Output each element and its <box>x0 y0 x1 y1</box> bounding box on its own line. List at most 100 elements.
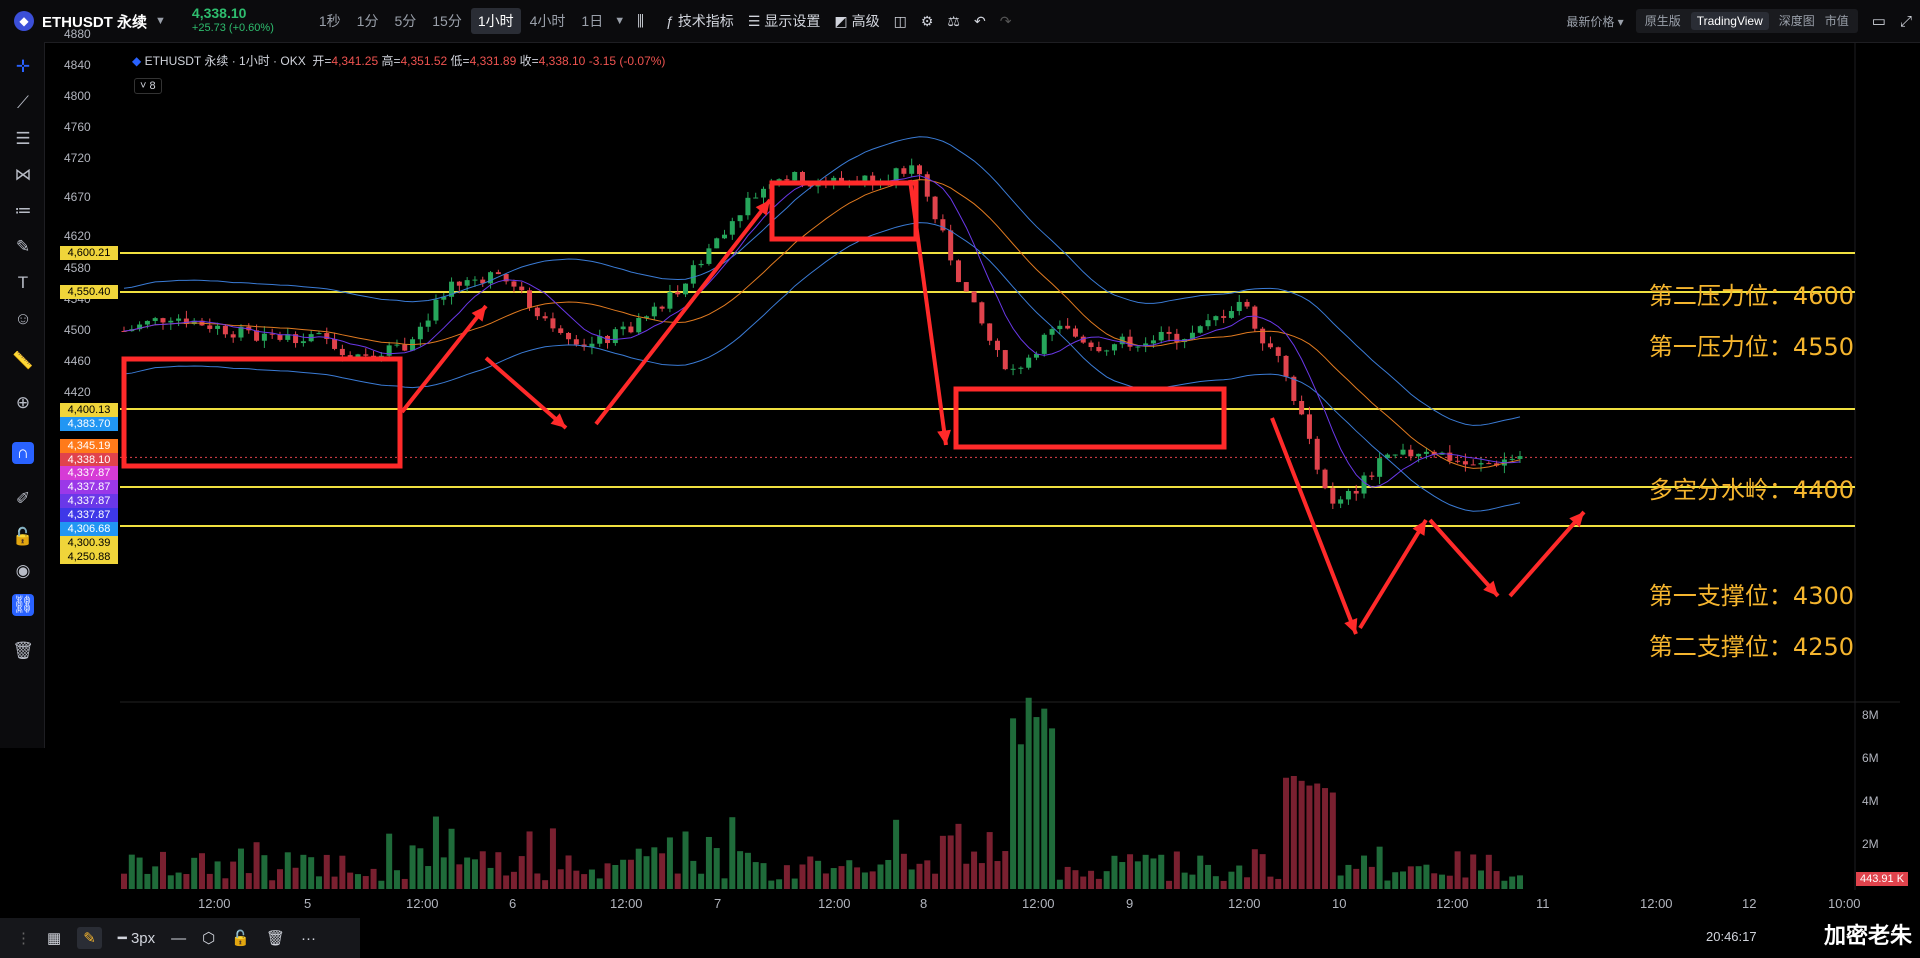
brush-icon[interactable]: ✎ <box>15 237 31 256</box>
horizontal-lines-icon[interactable]: ☰ <box>15 129 31 148</box>
candle-body <box>979 302 985 324</box>
volume-bar <box>1439 874 1446 889</box>
advanced-label: 高级 <box>851 13 880 29</box>
candle-body <box>433 299 439 321</box>
volume-bar <box>674 873 681 889</box>
emoji-icon[interactable]: ☺ <box>14 309 32 328</box>
view-tradingview[interactable]: TradingView <box>1690 12 1769 30</box>
tab-timeframe-1[interactable]: 1分 <box>356 13 379 29</box>
view-native[interactable]: 原生版 <box>1644 14 1681 28</box>
pencil-icon[interactable]: ✎ <box>77 927 102 949</box>
volume-bar <box>791 878 798 889</box>
eye-icon[interactable]: ◉ <box>15 561 31 580</box>
volume-bar <box>643 856 650 889</box>
y-tick-label: 4460 <box>64 354 91 369</box>
volume-bar <box>1166 880 1173 889</box>
ruler-icon[interactable]: 📏 <box>12 351 34 370</box>
x-tick-label: 12:00 <box>1228 896 1261 911</box>
tab-timeframe-5[interactable]: 4小时 <box>529 13 566 29</box>
magnet-icon[interactable]: ∩ <box>12 442 34 464</box>
more-icon[interactable]: ··· <box>301 929 316 947</box>
volume-bar <box>1478 870 1485 889</box>
view-depth[interactable]: 深度图 <box>1778 14 1815 28</box>
volume-bar <box>705 836 712 889</box>
volume-bar <box>456 864 463 889</box>
link-icon[interactable]: ⛓ <box>12 594 34 616</box>
volume-bar <box>144 873 151 889</box>
unlock-icon[interactable]: 🔓 <box>231 930 250 947</box>
watermark: 加密老朱 <box>1823 923 1912 948</box>
object-tree-icon[interactable]: ▦ <box>47 930 62 947</box>
volume-bar <box>284 852 291 889</box>
trash-icon[interactable]: 🗑 <box>12 641 34 660</box>
visibility-icon[interactable]: ⬡ <box>202 930 216 947</box>
tab-timeframe-2[interactable]: 5分 <box>394 13 417 29</box>
volume-bar <box>206 873 213 889</box>
price-tag: 4,338.10 <box>60 453 118 467</box>
candle-body <box>1002 350 1008 370</box>
trendline-icon[interactable]: ⟋ <box>17 93 29 112</box>
candle-body <box>784 179 790 181</box>
candle-body <box>394 344 400 346</box>
volume-bar <box>1111 855 1118 889</box>
price-tag: 4,337.87 <box>60 480 118 494</box>
price-type-select[interactable]: 最新价格 ▾ <box>1566 14 1624 29</box>
volume-bar <box>822 873 829 889</box>
candle-type-icon[interactable]: ⫼ <box>637 12 645 30</box>
candle-body <box>1244 301 1250 307</box>
y-tick-label: 4500 <box>64 323 91 337</box>
tab-timeframe-6[interactable]: 1日 <box>581 13 604 29</box>
candle-body <box>1275 347 1281 356</box>
text-icon[interactable]: T <box>17 273 29 292</box>
expand-icon[interactable]: ⤢ <box>1899 12 1912 30</box>
delete-icon[interactable]: 🗑 <box>265 930 285 947</box>
volume-bar <box>276 869 283 889</box>
fullscreen-icon[interactable]: ▭ <box>1871 13 1886 30</box>
volume-bar <box>932 873 939 889</box>
line-style-icon[interactable]: — <box>171 929 187 947</box>
x-tick-label: 12:00 <box>406 896 439 911</box>
volume-bar <box>752 862 759 889</box>
arrow-head <box>937 429 951 445</box>
candle-body <box>893 168 899 181</box>
undo-icon[interactable]: ↶ <box>973 12 986 29</box>
tab-timeframe-4[interactable]: 1小时 <box>470 8 521 34</box>
advanced-button[interactable]: ◩ 高级 <box>834 13 880 29</box>
indicators-button[interactable]: ƒ 技术指标 <box>666 13 734 29</box>
x-tick-label: 12:00 <box>1640 896 1673 911</box>
drag-handle-icon[interactable]: ⋮ <box>16 930 31 947</box>
symbol-selector[interactable]: ◆ ETHUSDT 永续 ▼ <box>14 11 166 32</box>
redo-icon[interactable]: ↷ <box>999 12 1012 29</box>
volume-bar <box>1095 878 1102 889</box>
display-settings-button[interactable]: ☰ 显示设置 <box>747 13 821 29</box>
volume-bar <box>167 875 174 889</box>
volume-bar <box>542 880 549 889</box>
candle-body <box>1041 334 1047 354</box>
crosshair-icon[interactable]: ✛ <box>15 57 31 76</box>
screenshot-icon[interactable]: ◫ <box>893 12 907 29</box>
candle-body <box>987 323 993 341</box>
volume-bar <box>1376 846 1383 889</box>
y-tick-label: 4840 <box>64 57 91 72</box>
tab-timeframe-0[interactable]: 1秒 <box>318 13 341 29</box>
volume-bar <box>1384 880 1391 889</box>
zoom-in-icon[interactable]: ⊕ <box>15 393 31 412</box>
fib-icon[interactable]: ≔ <box>14 201 32 220</box>
volume-bar <box>526 831 533 889</box>
timeframe-more-icon[interactable]: ▼ <box>614 15 626 27</box>
view-marketcap[interactable]: 市值 <box>1824 14 1849 28</box>
pattern-icon[interactable]: ⋈ <box>14 165 32 184</box>
tab-timeframe-3[interactable]: 15分 <box>432 13 462 29</box>
lock-icon[interactable]: 🔓 <box>12 527 34 546</box>
scale-icon[interactable]: ⚖ <box>947 12 960 29</box>
volume-bar <box>347 872 354 889</box>
lock-draw-icon[interactable]: ✐ <box>15 489 31 508</box>
indicator-toggle[interactable]: ˅ 8 <box>134 78 162 94</box>
candle-body <box>636 317 642 333</box>
line-width-button[interactable]: ━ 3px <box>117 930 156 947</box>
volume-bar <box>776 879 783 889</box>
candle-body <box>238 326 244 338</box>
gear-icon[interactable]: ⚙ <box>920 12 934 29</box>
volume-bar <box>448 828 455 889</box>
